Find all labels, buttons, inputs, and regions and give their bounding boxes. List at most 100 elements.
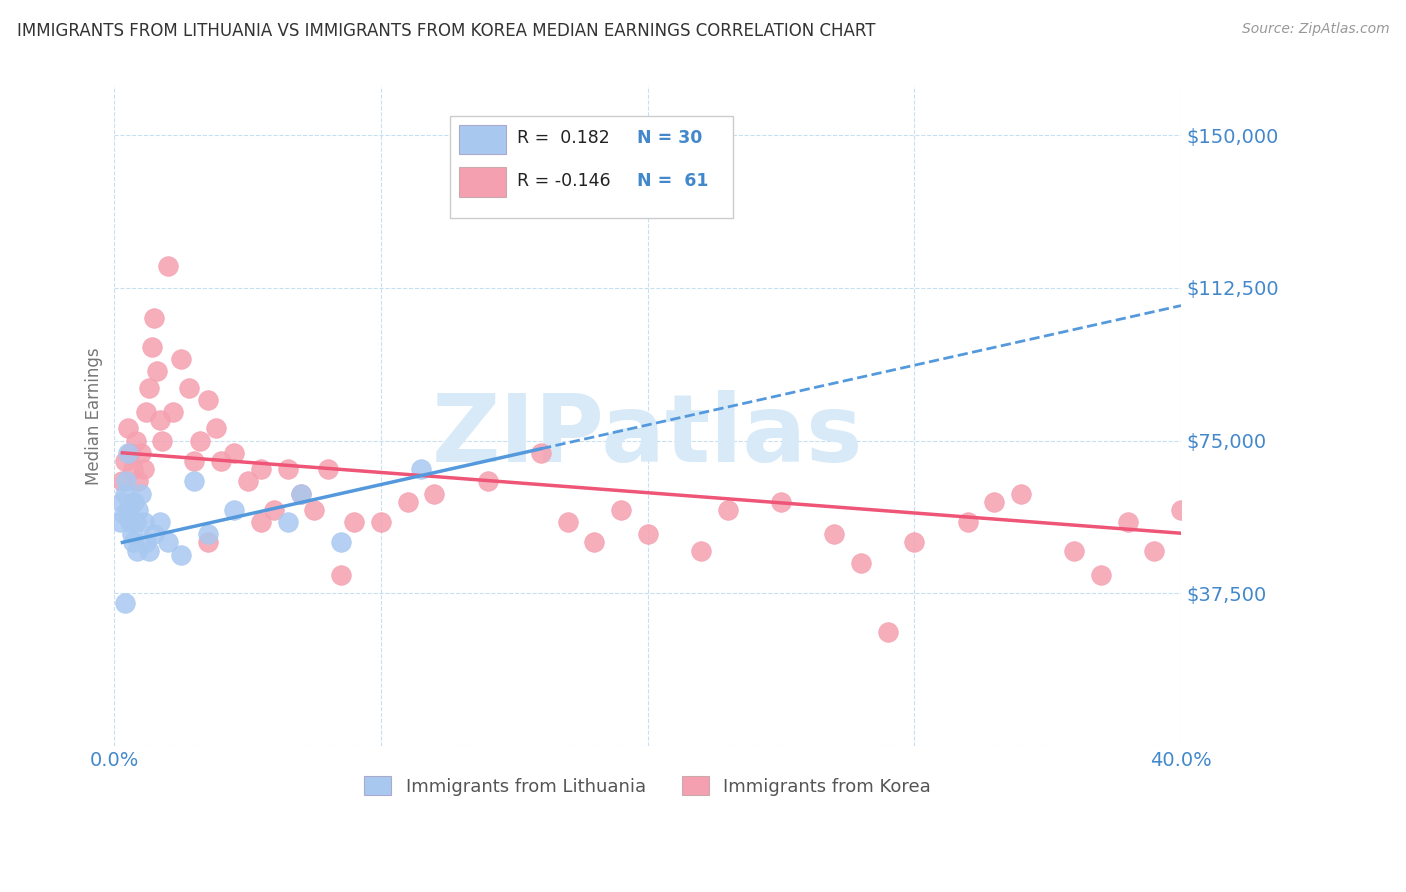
Point bbox=[583, 535, 606, 549]
Point bbox=[956, 515, 979, 529]
Point bbox=[557, 515, 579, 529]
Point bbox=[156, 259, 179, 273]
Point bbox=[277, 515, 299, 529]
Point bbox=[135, 535, 157, 549]
Point bbox=[117, 421, 139, 435]
FancyBboxPatch shape bbox=[458, 168, 506, 196]
Point bbox=[1143, 543, 1166, 558]
Point bbox=[117, 446, 139, 460]
Point bbox=[224, 503, 246, 517]
Point bbox=[236, 475, 259, 489]
Point bbox=[143, 527, 166, 541]
FancyBboxPatch shape bbox=[458, 125, 506, 153]
Point bbox=[1063, 543, 1085, 558]
Point bbox=[183, 454, 205, 468]
Point bbox=[127, 475, 149, 489]
Point bbox=[183, 475, 205, 489]
Point bbox=[125, 515, 148, 529]
Point bbox=[177, 381, 200, 395]
Text: N = 30: N = 30 bbox=[637, 128, 703, 147]
Point bbox=[224, 446, 246, 460]
Point bbox=[129, 486, 152, 500]
Point bbox=[717, 503, 740, 517]
Point bbox=[290, 486, 312, 500]
Point bbox=[396, 494, 419, 508]
Legend: Immigrants from Lithuania, Immigrants from Korea: Immigrants from Lithuania, Immigrants fr… bbox=[357, 769, 938, 803]
Text: Source: ZipAtlas.com: Source: ZipAtlas.com bbox=[1241, 22, 1389, 37]
Point bbox=[122, 535, 145, 549]
Text: R =  0.182: R = 0.182 bbox=[516, 128, 609, 147]
Point bbox=[903, 535, 925, 549]
Point bbox=[132, 462, 155, 476]
Point bbox=[120, 515, 142, 529]
Point bbox=[637, 527, 659, 541]
Point bbox=[610, 503, 633, 517]
Text: ZIPatlas: ZIPatlas bbox=[432, 390, 863, 482]
Text: IMMIGRANTS FROM LITHUANIA VS IMMIGRANTS FROM KOREA MEDIAN EARNINGS CORRELATION C: IMMIGRANTS FROM LITHUANIA VS IMMIGRANTS … bbox=[17, 22, 876, 40]
Point bbox=[115, 475, 138, 489]
Point bbox=[409, 462, 432, 476]
Point bbox=[108, 515, 131, 529]
Point bbox=[304, 503, 326, 517]
Point bbox=[204, 421, 226, 435]
Point bbox=[263, 503, 285, 517]
Point bbox=[127, 503, 149, 517]
Point bbox=[141, 340, 163, 354]
Point bbox=[132, 515, 155, 529]
Point bbox=[250, 515, 273, 529]
Point bbox=[1116, 515, 1139, 529]
Point bbox=[330, 568, 353, 582]
Point bbox=[188, 434, 211, 448]
Point bbox=[118, 503, 141, 517]
Point bbox=[146, 364, 169, 378]
Point bbox=[343, 515, 366, 529]
Point bbox=[370, 515, 392, 529]
Point bbox=[197, 392, 219, 407]
FancyBboxPatch shape bbox=[450, 116, 733, 219]
Point bbox=[125, 434, 148, 448]
Point bbox=[120, 446, 142, 460]
Point bbox=[530, 446, 553, 460]
Point bbox=[121, 527, 143, 541]
Point bbox=[1010, 486, 1032, 500]
Y-axis label: Median Earnings: Median Earnings bbox=[86, 347, 103, 485]
Point bbox=[138, 543, 160, 558]
Point bbox=[1170, 503, 1192, 517]
Point bbox=[138, 381, 160, 395]
Point bbox=[277, 462, 299, 476]
Point bbox=[114, 597, 136, 611]
Point bbox=[209, 454, 232, 468]
Text: N =  61: N = 61 bbox=[637, 171, 709, 190]
Point bbox=[983, 494, 1005, 508]
Point bbox=[250, 462, 273, 476]
Point bbox=[149, 515, 172, 529]
Point bbox=[477, 475, 499, 489]
Point bbox=[290, 486, 312, 500]
Point bbox=[170, 548, 193, 562]
Point bbox=[823, 527, 845, 541]
Point bbox=[876, 624, 898, 639]
Point bbox=[152, 434, 174, 448]
Point bbox=[149, 413, 172, 427]
Point bbox=[135, 405, 157, 419]
Point bbox=[122, 462, 145, 476]
Point bbox=[129, 446, 152, 460]
Point bbox=[423, 486, 446, 500]
Point bbox=[111, 494, 134, 508]
Point bbox=[690, 543, 713, 558]
Point bbox=[162, 405, 184, 419]
Point bbox=[770, 494, 793, 508]
Point bbox=[1090, 568, 1112, 582]
Point bbox=[330, 535, 353, 549]
Point bbox=[197, 535, 219, 549]
Point bbox=[849, 556, 872, 570]
Point bbox=[197, 527, 219, 541]
Point bbox=[316, 462, 339, 476]
Point bbox=[114, 486, 136, 500]
Point bbox=[143, 311, 166, 326]
Point bbox=[114, 454, 136, 468]
Point bbox=[124, 494, 146, 508]
Point bbox=[111, 475, 134, 489]
Point bbox=[125, 543, 148, 558]
Point bbox=[112, 507, 135, 521]
